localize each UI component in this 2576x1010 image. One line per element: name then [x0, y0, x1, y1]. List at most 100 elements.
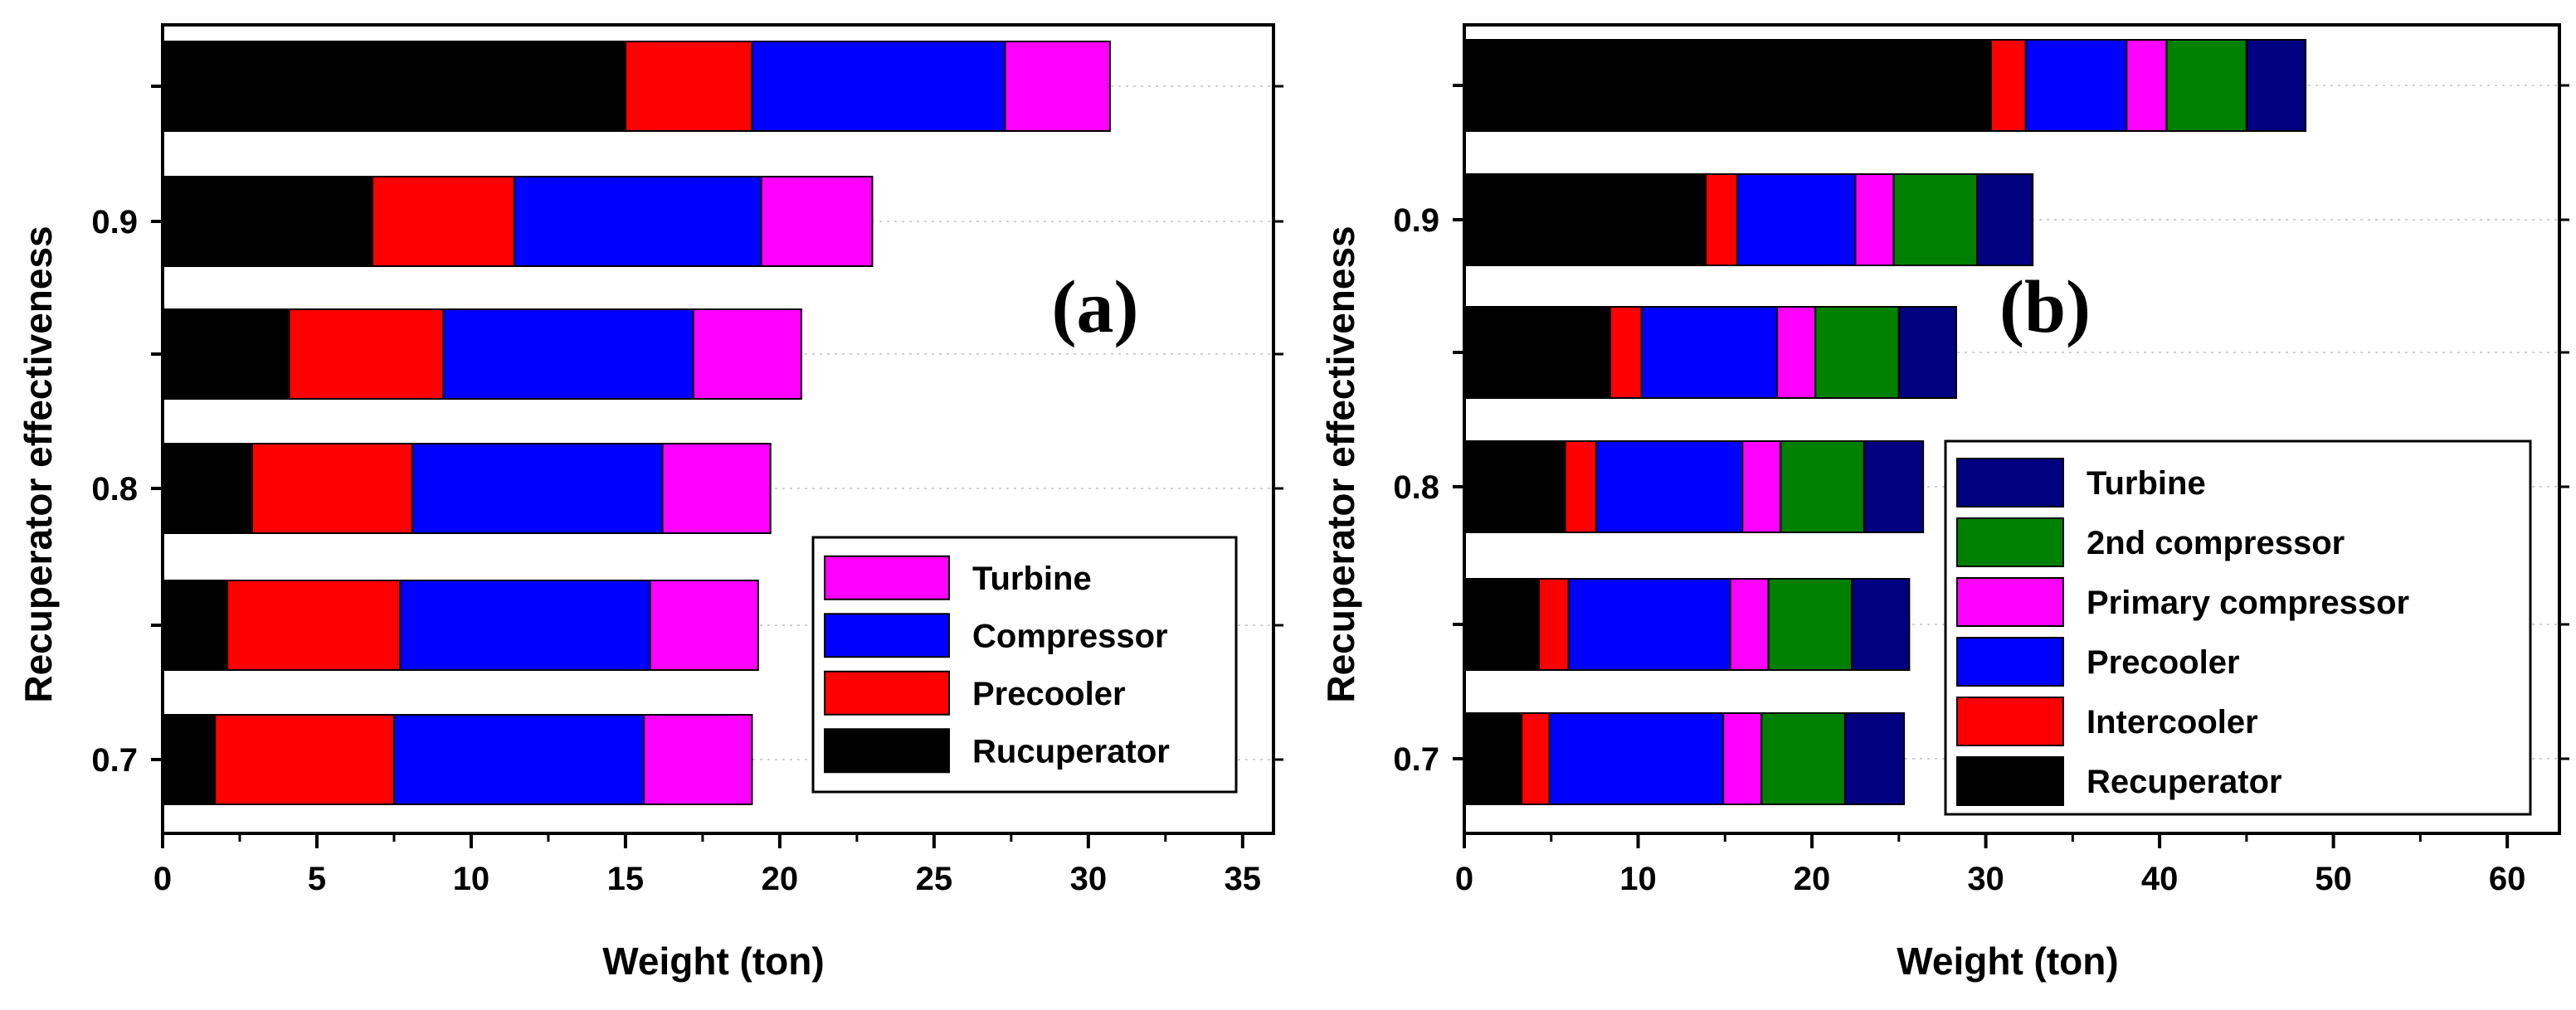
bar-turbine-0-7: Turbine @ 0.7: 3.5 — [643, 714, 753, 805]
y-tick-label: 0.8 — [1393, 469, 1439, 506]
bar-precooler-0-7: Precooler @ 0.7: 10 — [1548, 712, 1725, 805]
bar-2nd-compressor-0-9: 2nd compressor @ 0.9: 4.8 — [1892, 173, 1979, 266]
legend-swatch-precooler — [1956, 637, 2064, 687]
y-tick-label: 0.7 — [1393, 741, 1439, 778]
legend-label-turbine: Turbine — [2087, 465, 2206, 502]
bar-intercooler-0-9: Intercooler @ 0.9: 1.8 — [1705, 173, 1738, 266]
legend-swatch-intercooler — [1956, 697, 2064, 746]
legend-swatch-2nd-compressor — [1956, 517, 2064, 567]
bar-precooler-0-8: Precooler @ 0.8: 5.2 — [251, 443, 414, 534]
legend-label-primary-compressor: Primary compressor — [2087, 585, 2409, 621]
bar-primary-compressor-0-85: Primary compressor @ 0.85: 2.2 — [1776, 306, 1817, 399]
panel-label: (b) — [1999, 266, 2091, 348]
x-tick-label: 60 — [2489, 861, 2526, 897]
x-tick-label: 40 — [2141, 861, 2179, 897]
legend-swatch-turbine — [824, 555, 950, 600]
bar-rucuperator-0-7: Rucuperator @ 0.7: 1.7 — [162, 714, 217, 805]
bar-compressor-0-85: Compressor @ 0.85: 8.1 — [442, 308, 694, 400]
bar-turbine-0-75: Turbine @ 0.75: 3.3 — [1851, 578, 1911, 671]
panel-a: Rucuperator @ 0.7: 1.7Precooler @ 0.7: 5… — [17, 23, 1283, 983]
legend-swatch-rucuperator — [824, 728, 950, 774]
bar-turbine-0-8: Turbine @ 0.8: 3.4 — [1863, 440, 1925, 533]
bar-precooler-0-75: Precooler @ 0.75: 5.6 — [226, 580, 402, 671]
bar-compressor-0-75: Compressor @ 0.75: 8.1 — [399, 580, 651, 671]
bar-recuperator-0-85: Recuperator @ 0.85: 8.4 — [1463, 306, 1611, 399]
x-tick-label: 10 — [453, 861, 490, 897]
legend-swatch-recuperator — [1956, 756, 2064, 806]
bar-turbine-0-75: Turbine @ 0.75: 3.5 — [649, 580, 759, 671]
y-tick-label: 0.9 — [91, 204, 138, 240]
bar-primary-compressor-0-75: Primary compressor @ 0.75: 2.2 — [1729, 578, 1770, 671]
x-tick-label: 50 — [2315, 861, 2352, 897]
x-tick-label: 25 — [916, 861, 953, 897]
y-axis-title: Recuperator effectiveness — [17, 226, 60, 702]
legend-swatch-turbine — [1956, 458, 2064, 507]
x-tick-label: 20 — [762, 861, 799, 897]
bar-compressor-0-9: Compressor @ 0.9: 8 — [514, 176, 762, 267]
bar-rucuperator-0-95: Rucuperator @ 0.95: 15 — [162, 41, 626, 132]
bar-turbine-0-85: Turbine @ 0.85: 3.5 — [692, 308, 802, 400]
bar-intercooler-0-7: Intercooler @ 0.7: 1.6 — [1521, 712, 1551, 805]
x-tick-label: 20 — [1794, 861, 1831, 897]
bar-precooler-0-7: Precooler @ 0.7: 5.8 — [214, 714, 395, 805]
bar-precooler-0-8: Precooler @ 0.8: 8.4 — [1595, 440, 1744, 533]
panel-b: Recuperator @ 0.7: 3.3Intercooler @ 0.7:… — [1319, 23, 2569, 983]
y-axis-title: Recuperator effectiveness — [1319, 226, 1362, 702]
y-tick-label: 0.7 — [91, 742, 138, 779]
bar-turbine-0-85: Turbine @ 0.85: 3.3 — [1897, 306, 1957, 399]
x-tick-label: 30 — [1967, 861, 2004, 897]
legend: Turbine 2nd compressor Primary compressor P… — [1944, 439, 2532, 816]
bar-2nd-compressor-0-75: 2nd compressor @ 0.75: 4.8 — [1767, 578, 1853, 671]
legend-swatch-compressor — [824, 613, 950, 658]
bar-turbine-0-9: Turbine @ 0.9: 3.6 — [760, 176, 874, 267]
legend-label-rucuperator: Rucuperator — [972, 733, 1170, 770]
bar-intercooler-0-95: Intercooler @ 0.95: 2 — [1989, 39, 2027, 132]
bar-intercooler-0-85: Intercooler @ 0.85: 1.8 — [1609, 306, 1643, 399]
bar-turbine-0-95: Turbine @ 0.95: 3.4 — [1004, 41, 1111, 132]
bar-precooler-0-95: Precooler @ 0.95: 4.1 — [624, 41, 753, 132]
x-tick-label: 35 — [1225, 861, 1262, 897]
bar-rucuperator-0-85: Rucuperator @ 0.85: 4.1 — [162, 308, 290, 400]
bar-turbine-0-7: Turbine @ 0.7: 3.4 — [1843, 712, 1906, 805]
bar-intercooler-0-8: Intercooler @ 0.8: 1.8 — [1564, 440, 1598, 533]
bar-rucuperator-0-9: Rucuperator @ 0.9: 6.8 — [162, 176, 373, 267]
bar-precooler-0-9: Precooler @ 0.9: 4.6 — [371, 176, 516, 267]
legend-label-2nd-compressor: 2nd compressor — [2087, 525, 2345, 561]
bar-2nd-compressor-0-95: 2nd compressor @ 0.95: 4.6 — [2165, 39, 2247, 132]
x-tick-label: 0 — [153, 861, 172, 897]
legend-label-recuperator: Recuperator — [2087, 764, 2282, 800]
bar-turbine-0-8: Turbine @ 0.8: 3.5 — [661, 443, 772, 534]
bar-compressor-0-95: Compressor @ 0.95: 8.2 — [751, 41, 1006, 132]
bar-primary-compressor-0-7: Primary compressor @ 0.7: 2.2 — [1722, 712, 1763, 805]
bar-recuperator-0-75: Recuperator @ 0.75: 4.3 — [1463, 578, 1541, 671]
bar-intercooler-0-75: Intercooler @ 0.75: 1.7 — [1538, 578, 1570, 671]
bar-recuperator-0-7: Recuperator @ 0.7: 3.3 — [1463, 712, 1523, 805]
bar-precooler-0-75: Precooler @ 0.75: 9.3 — [1567, 578, 1731, 671]
bar-2nd-compressor-0-8: 2nd compressor @ 0.8: 4.8 — [1780, 440, 1865, 533]
bar-precooler-0-95: Precooler @ 0.95: 5.8 — [2024, 39, 2128, 132]
bar-compressor-0-8: Compressor @ 0.8: 8.1 — [411, 443, 664, 534]
bar-recuperator-0-95: Recuperator @ 0.95: 30.3 — [1463, 39, 1992, 132]
x-tick-label: 30 — [1070, 861, 1108, 897]
x-axis-title: Weight (ton) — [602, 940, 824, 983]
legend-label-intercooler: Intercooler — [2087, 704, 2258, 741]
legend-swatch-precooler — [824, 670, 950, 716]
x-tick-label: 15 — [607, 861, 645, 897]
bar-precooler-0-85: Precooler @ 0.85: 7.8 — [1640, 306, 1779, 399]
x-tick-label: 0 — [1455, 861, 1473, 897]
plot-frame — [1463, 23, 2561, 835]
legend: Turbine Compressor Precooler Rucuperator — [811, 536, 1238, 794]
bar-turbine-0-9: Turbine @ 0.9: 3.2 — [1976, 173, 2034, 266]
bar-primary-compressor-0-95: Primary compressor @ 0.95: 2.3 — [2126, 39, 2168, 132]
panel-label: (a) — [1052, 266, 1139, 348]
legend-label-turbine: Turbine — [972, 561, 1092, 597]
bar-rucuperator-0-75: Rucuperator @ 0.75: 2.1 — [162, 580, 229, 671]
y-tick-label: 0.8 — [91, 471, 138, 507]
legend-label-precooler: Precooler — [2087, 644, 2240, 681]
bar-precooler-0-9: Precooler @ 0.9: 6.8 — [1736, 173, 1857, 266]
bar-recuperator-0-9: Recuperator @ 0.9: 13.9 — [1463, 173, 1707, 266]
bar-2nd-compressor-0-85: 2nd compressor @ 0.85: 4.8 — [1814, 306, 1900, 399]
x-axis-title: Weight (ton) — [1897, 940, 2118, 983]
